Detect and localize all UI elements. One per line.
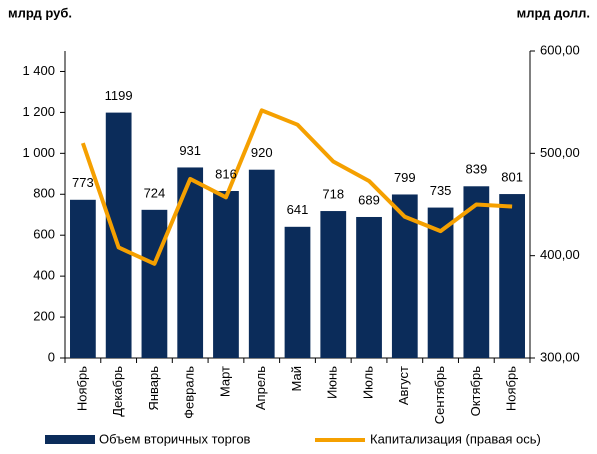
bar xyxy=(499,194,525,358)
data-label: 641 xyxy=(287,202,309,217)
x-tick-label: Июль xyxy=(360,366,375,399)
x-tick-label: Ноябрь xyxy=(74,366,89,411)
data-label: 718 xyxy=(322,186,344,201)
x-tick-label: Май xyxy=(289,366,304,391)
y-tick-label: 1 000 xyxy=(22,145,55,160)
x-tick-label: Февраль xyxy=(182,366,197,419)
bar xyxy=(463,186,490,358)
x-tick-label: Январь xyxy=(146,366,161,411)
data-label: 839 xyxy=(465,162,487,177)
x-tick-label: Сентябрь xyxy=(432,366,447,424)
data-label: 1199 xyxy=(105,88,133,103)
bar xyxy=(284,226,311,358)
x-tick-label: Август xyxy=(396,366,411,405)
data-label: 799 xyxy=(394,170,416,185)
bar xyxy=(320,211,347,358)
data-label: 689 xyxy=(358,192,380,207)
legend-label: Капитализация (правая ось) xyxy=(370,431,541,446)
y-tick-label: 600 xyxy=(33,227,55,242)
y-axis-title: млрд руб. xyxy=(8,5,72,20)
y2-tick-label: 300,00 xyxy=(540,349,580,364)
legend-label: Объем вторичных торгов xyxy=(99,431,251,446)
x-tick-label: Апрель xyxy=(253,366,268,410)
y-tick-label: 1 400 xyxy=(22,63,55,78)
bar xyxy=(105,112,132,358)
bar xyxy=(213,190,239,358)
data-label: 735 xyxy=(430,183,452,198)
y-tick-label: 1 200 xyxy=(22,104,55,119)
data-label: 920 xyxy=(251,145,273,160)
y2-tick-label: 500,00 xyxy=(540,145,580,160)
x-tick-label: Июнь xyxy=(325,366,340,399)
bar xyxy=(70,199,96,358)
y2-axis-title: млрд долл. xyxy=(517,5,590,20)
line xyxy=(80,108,513,266)
y-tick-label: 0 xyxy=(48,349,55,364)
bar xyxy=(248,169,275,358)
legend-swatch xyxy=(45,435,95,444)
data-label: 931 xyxy=(179,143,201,158)
y-tick-label: 200 xyxy=(33,309,55,324)
y-tick-label: 800 xyxy=(33,186,55,201)
x-tick-label: Октябрь xyxy=(468,366,483,417)
y2-tick-label: 600,00 xyxy=(540,42,580,57)
x-tick-label: Март xyxy=(217,366,232,397)
data-label: 773 xyxy=(72,175,94,190)
data-label: 816 xyxy=(215,166,237,181)
y2-tick-label: 400,00 xyxy=(540,247,580,262)
x-tick-label: Ноябрь xyxy=(504,366,519,411)
bar xyxy=(141,209,168,358)
y-tick-label: 400 xyxy=(33,268,55,283)
data-label: 801 xyxy=(501,169,523,184)
bar xyxy=(356,216,382,358)
x-tick-label: Декабрь xyxy=(110,366,125,417)
data-label: 724 xyxy=(144,185,166,200)
